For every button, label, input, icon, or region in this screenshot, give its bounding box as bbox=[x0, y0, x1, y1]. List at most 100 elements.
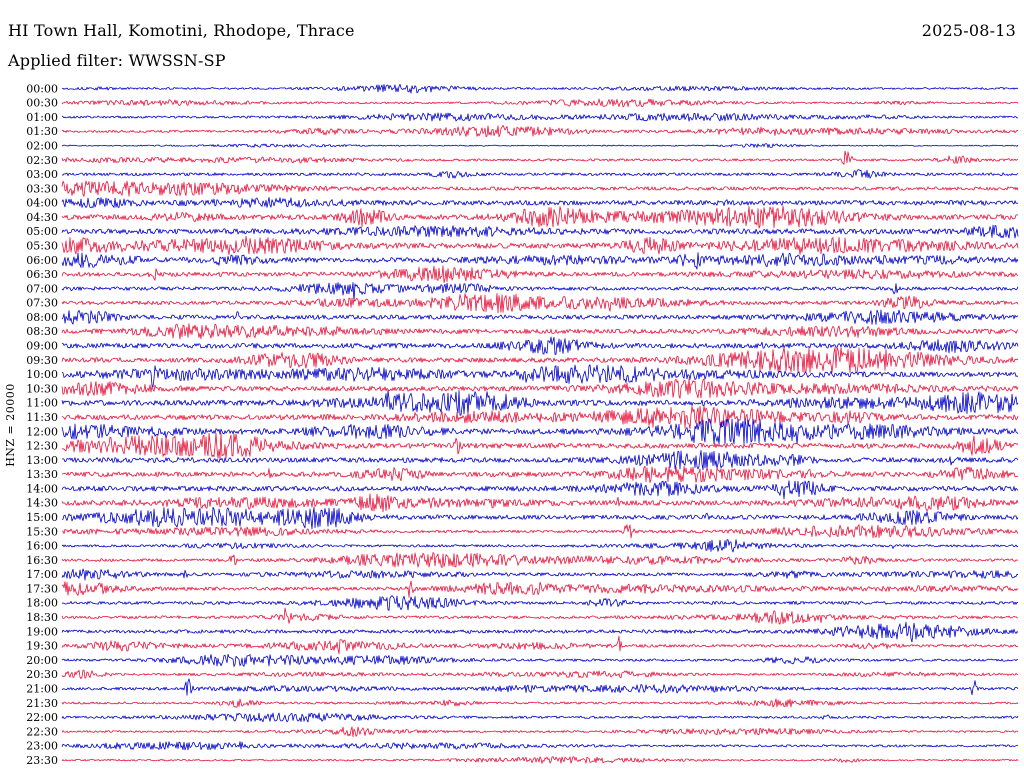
seismic-trace-1030 bbox=[61, 378, 1019, 399]
seismic-trace-1730 bbox=[61, 580, 1019, 598]
seismic-trace-0430 bbox=[61, 205, 1019, 229]
seismic-trace-1430 bbox=[61, 493, 1019, 513]
time-label: 21:30 bbox=[26, 697, 58, 710]
seismic-trace-1300 bbox=[61, 450, 1019, 471]
time-label: 20:00 bbox=[26, 654, 58, 667]
time-label: 21:00 bbox=[26, 683, 58, 696]
time-label: 20:30 bbox=[26, 668, 58, 681]
time-label: 09:30 bbox=[26, 354, 58, 367]
seismic-trace-1830 bbox=[61, 607, 1019, 625]
time-label: 03:30 bbox=[26, 182, 58, 195]
seismic-trace-1500 bbox=[61, 506, 1019, 530]
time-label: 18:30 bbox=[26, 611, 58, 624]
time-label: 12:00 bbox=[26, 425, 58, 438]
time-label: 07:00 bbox=[26, 282, 58, 295]
time-label: 08:00 bbox=[26, 311, 58, 324]
seismic-trace-0930 bbox=[61, 347, 1019, 373]
time-label: 06:30 bbox=[26, 268, 58, 281]
seismic-trace-1630 bbox=[61, 552, 1019, 569]
time-label: 11:30 bbox=[26, 411, 58, 424]
seismic-trace-0300 bbox=[61, 169, 1019, 179]
time-label: 19:30 bbox=[26, 640, 58, 653]
seismic-trace-0100 bbox=[61, 112, 1019, 122]
time-label: 19:00 bbox=[26, 625, 58, 638]
seismic-trace-1930 bbox=[61, 635, 1019, 655]
seismic-trace-1900 bbox=[61, 621, 1019, 643]
seismic-trace-0630 bbox=[61, 265, 1019, 283]
seismic-trace-1130 bbox=[61, 405, 1019, 429]
seismic-trace-0130 bbox=[61, 124, 1019, 138]
time-label: 23:00 bbox=[26, 740, 58, 753]
time-label: 05:30 bbox=[26, 240, 58, 253]
seismic-trace-2000 bbox=[61, 653, 1019, 667]
time-label: 13:00 bbox=[26, 454, 58, 467]
time-label: 14:00 bbox=[26, 482, 58, 495]
time-label: 14:30 bbox=[26, 497, 58, 510]
time-label: 06:00 bbox=[26, 254, 58, 267]
seismic-trace-1530 bbox=[61, 524, 1019, 539]
time-label: 12:30 bbox=[26, 440, 58, 453]
time-label: 05:00 bbox=[26, 225, 58, 238]
seismic-trace-0000 bbox=[61, 83, 1019, 94]
seismic-trace-0200 bbox=[61, 143, 1019, 148]
time-label: 10:30 bbox=[26, 382, 58, 395]
seismic-trace-0800 bbox=[61, 309, 1019, 325]
time-label: 02:30 bbox=[26, 154, 58, 167]
seismic-trace-1400 bbox=[61, 480, 1019, 500]
seismic-trace-1000 bbox=[61, 364, 1019, 388]
seismic-trace-0900 bbox=[61, 336, 1019, 355]
time-label: 02:00 bbox=[26, 140, 58, 153]
time-label: 16:00 bbox=[26, 540, 58, 553]
seismic-trace-1330 bbox=[61, 465, 1019, 483]
seismic-trace-1100 bbox=[61, 390, 1019, 416]
seismic-trace-0330 bbox=[61, 180, 1019, 197]
time-label: 11:00 bbox=[26, 397, 58, 410]
time-label: 15:00 bbox=[26, 511, 58, 524]
seismic-trace-2230 bbox=[61, 726, 1019, 738]
filter-label: Applied filter: WWSSN-SP bbox=[8, 51, 226, 70]
station-title: HI Town Hall, Komotini, Rhodope, Thrace bbox=[8, 21, 355, 40]
seismic-trace-1600 bbox=[61, 539, 1019, 553]
time-label: 04:00 bbox=[26, 197, 58, 210]
time-label: 17:30 bbox=[26, 582, 58, 595]
date-label: 2025-08-13 bbox=[921, 21, 1016, 40]
time-label: 01:00 bbox=[26, 111, 58, 124]
time-label: 10:00 bbox=[26, 368, 58, 381]
seismic-trace-0730 bbox=[61, 293, 1019, 314]
time-label: 22:30 bbox=[26, 725, 58, 738]
seismic-trace-0700 bbox=[61, 282, 1019, 302]
time-label: 00:00 bbox=[26, 82, 58, 95]
seismic-trace-1200 bbox=[61, 418, 1019, 445]
time-label: 03:00 bbox=[26, 168, 58, 181]
seismic-trace-2200 bbox=[61, 712, 1019, 723]
seismic-trace-2030 bbox=[61, 669, 1019, 679]
seismic-trace-2300 bbox=[61, 741, 1019, 751]
seismic-trace-1800 bbox=[61, 595, 1019, 611]
time-label: 00:30 bbox=[26, 97, 58, 110]
seismic-trace-1230 bbox=[61, 432, 1019, 459]
seismic-trace-1700 bbox=[61, 568, 1019, 581]
time-label: 08:30 bbox=[26, 325, 58, 338]
seismic-trace-0830 bbox=[61, 323, 1019, 340]
header-row: HI Town Hall, Komotini, Rhodope, Thrace … bbox=[8, 21, 1016, 40]
time-label: 22:00 bbox=[26, 711, 58, 724]
seismic-trace-2330 bbox=[61, 756, 1019, 764]
time-label: 13:30 bbox=[26, 468, 58, 481]
time-label: 01:30 bbox=[26, 125, 58, 138]
seismic-trace-0030 bbox=[61, 98, 1019, 108]
time-label: 15:30 bbox=[26, 525, 58, 538]
time-label: 04:30 bbox=[26, 211, 58, 224]
seismic-trace-0500 bbox=[61, 224, 1019, 239]
seismic-trace-0400 bbox=[61, 197, 1019, 208]
time-label: 17:00 bbox=[26, 568, 58, 581]
time-label: 07:30 bbox=[26, 297, 58, 310]
seismic-trace-0600 bbox=[61, 252, 1019, 270]
time-label: 18:00 bbox=[26, 597, 58, 610]
seismic-trace-2100 bbox=[61, 678, 1019, 696]
seismic-trace-2130 bbox=[61, 698, 1019, 708]
seismic-trace-0230 bbox=[61, 150, 1019, 165]
time-label: 23:30 bbox=[26, 754, 58, 767]
time-label: 16:30 bbox=[26, 554, 58, 567]
seismic-trace-0530 bbox=[61, 235, 1019, 256]
